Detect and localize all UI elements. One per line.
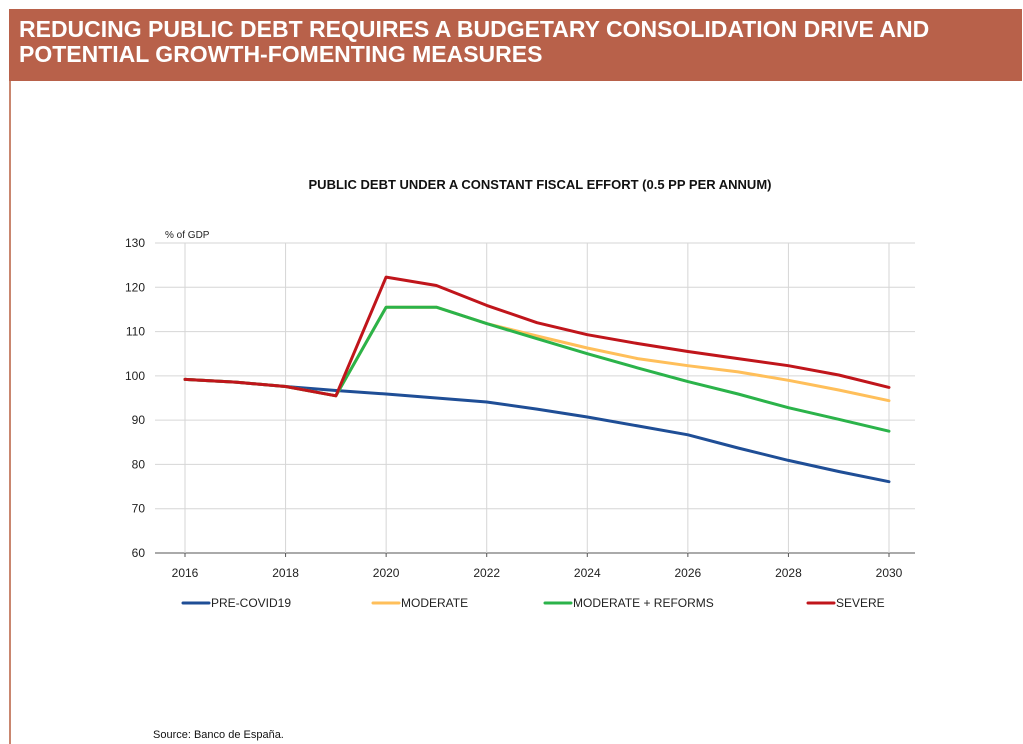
x-tick-label: 2028 <box>775 566 802 580</box>
y-tick-label: 100 <box>125 369 145 383</box>
y-tick-label: 110 <box>126 325 145 339</box>
left-rule <box>9 81 11 744</box>
y-tick-label: 130 <box>125 236 145 250</box>
series-line-pre-covid19 <box>183 377 891 484</box>
series-line-moderate-reforms <box>183 305 891 433</box>
y-tick-label: 70 <box>132 502 146 516</box>
x-tick-label: 2022 <box>473 566 500 580</box>
y-tick-label: 90 <box>132 413 146 427</box>
x-tick-label: 2026 <box>675 566 702 580</box>
y-tick-label: 60 <box>132 546 146 560</box>
x-tick-label: 2030 <box>876 566 903 580</box>
legend-label: PRE-COVID19 <box>211 596 291 610</box>
x-tick-label: 2024 <box>574 566 601 580</box>
y-tick-label: 80 <box>132 457 146 471</box>
header-banner: REDUCING PUBLIC DEBT REQUIRES A BUDGETAR… <box>9 9 1022 81</box>
x-tick-label: 2016 <box>172 566 199 580</box>
x-tick-label: 2020 <box>373 566 400 580</box>
y-tick-label: 120 <box>125 280 145 294</box>
legend-label: MODERATE + REFORMS <box>573 596 714 610</box>
x-tick-label: 2018 <box>272 566 299 580</box>
chart-title: PUBLIC DEBT UNDER A CONSTANT FISCAL EFFO… <box>308 177 772 192</box>
legend-label: SEVERE <box>836 596 885 610</box>
y-unit-label: % of GDP <box>165 230 210 241</box>
legend-label: MODERATE <box>401 596 468 610</box>
series-line-severe <box>183 275 891 398</box>
source-note: Source: Banco de España. <box>153 729 284 741</box>
page-title: REDUCING PUBLIC DEBT REQUIRES A BUDGETAR… <box>19 16 930 67</box>
